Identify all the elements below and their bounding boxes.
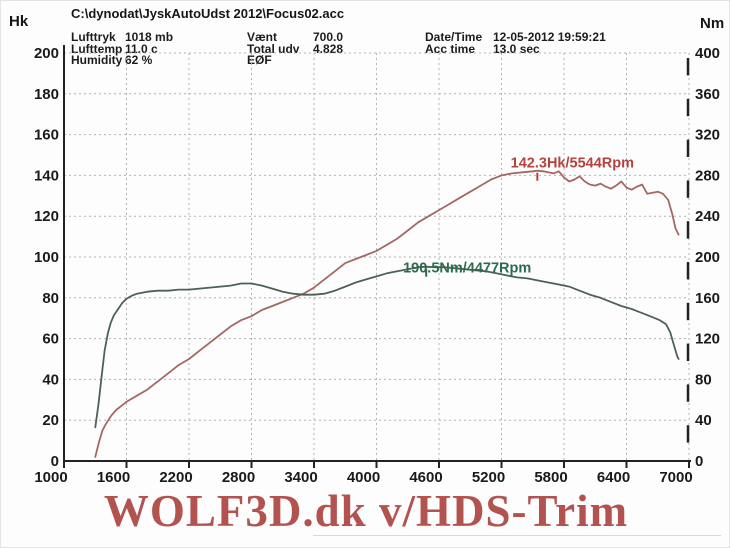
env-row-humidity: Humidity 62 % — [71, 53, 173, 67]
y-left-label: 160 — [34, 127, 59, 144]
y-left-label: 20 — [42, 412, 59, 429]
x-axis-label: 2800 — [222, 469, 255, 486]
x-axis-label: 6400 — [597, 469, 630, 486]
x-axis-label: 1600 — [97, 469, 130, 486]
power-curve — [94, 169, 680, 458]
x-axis-label: 5200 — [472, 469, 505, 486]
env-value: 11.0 c — [125, 41, 158, 56]
env-value: 62 % — [125, 53, 153, 67]
meta-label: Date/Time — [425, 30, 483, 44]
x-axis-label: 7000 — [659, 469, 692, 486]
brand-footer: WOLF3D.dk v/HDS-Trim — [103, 486, 629, 536]
y-right-label: 200 — [695, 249, 720, 266]
meta-row-datetime: Date/Time 12-05-2012 19:59:21 — [425, 30, 606, 44]
y-left-label: 120 — [34, 208, 59, 225]
run-value: 4.828 — [313, 41, 344, 56]
run-settings-block: Vænt 700.0 Total udv 4.828 EØF — [247, 30, 344, 67]
y-right-label: 0 — [695, 453, 703, 470]
right-axis-unit-label: Nm — [700, 15, 725, 32]
env-label: Humidity — [71, 53, 123, 67]
datetime-block: Date/Time 12-05-2012 19:59:21 Acc time 1… — [425, 30, 606, 56]
env-label: Lufttryk — [71, 30, 116, 44]
y-right-label: 360 — [695, 86, 720, 103]
x-axis-label: 4600 — [409, 469, 442, 486]
y-right-label: 40 — [695, 412, 712, 429]
env-label: Lufttemp — [71, 41, 123, 56]
x-axis-label: 3400 — [284, 469, 317, 486]
env-row-temperature: Lufttemp 11.0 c — [71, 41, 173, 56]
y-right-label: 320 — [695, 127, 720, 144]
y-left-label: 100 — [34, 249, 59, 266]
torque-curve — [94, 265, 680, 429]
y-left-label: 60 — [42, 331, 59, 348]
y-left-label: 80 — [42, 290, 59, 307]
file-path: C:\dynodat\JyskAutoUdst 2012\Focus02.acc — [71, 6, 345, 21]
y-right-label: 80 — [695, 371, 712, 388]
left-axis-unit-label: Hk — [9, 13, 29, 30]
x-axis-label: 1000 — [34, 469, 67, 486]
y-right-label: 240 — [695, 208, 720, 225]
env-value: 1018 mb — [125, 30, 174, 44]
y-left-label: 180 — [34, 86, 59, 103]
environment-block: Lufttryk 1018 mb Lufttemp 11.0 c Humidit… — [71, 30, 174, 67]
run-label: Total udv — [247, 41, 300, 56]
run-row-eof: EØF — [247, 53, 343, 67]
run-row-ratio: Total udv 4.828 — [247, 41, 344, 56]
x-axis-label: 5800 — [534, 469, 567, 486]
y-right-label: 120 — [695, 331, 720, 348]
y-right-label: 280 — [695, 167, 720, 184]
env-row-pressure: Lufttryk 1018 mb — [71, 30, 174, 44]
run-label: EØF — [247, 53, 272, 67]
y-left-label: 200 — [34, 45, 59, 62]
y-left-label: 140 — [34, 167, 59, 184]
y-right-label: 160 — [695, 290, 720, 307]
y-right-label: 400 — [695, 45, 720, 62]
meta-value: 13.0 sec — [493, 41, 540, 56]
meta-label: Acc time — [425, 41, 476, 56]
power-peak-annotation: 142.3Hk/5544Rpm — [511, 156, 634, 172]
run-row-vent: Vænt 700.0 — [247, 30, 344, 44]
y-left-label: 0 — [51, 453, 59, 470]
x-axis-label: 2200 — [159, 469, 192, 486]
run-value: 700.0 — [313, 30, 344, 44]
footer-scan-line — [313, 535, 721, 536]
meta-row-acctime: Acc time 13.0 sec — [425, 41, 606, 56]
torque-peak-annotation: 190.5Nm/4477Rpm — [403, 261, 531, 277]
meta-value: 12-05-2012 19:59:21 — [493, 30, 606, 44]
y-left-label: 40 — [42, 371, 59, 388]
x-axis-label: 4000 — [347, 469, 380, 486]
run-label: Vænt — [247, 30, 277, 44]
